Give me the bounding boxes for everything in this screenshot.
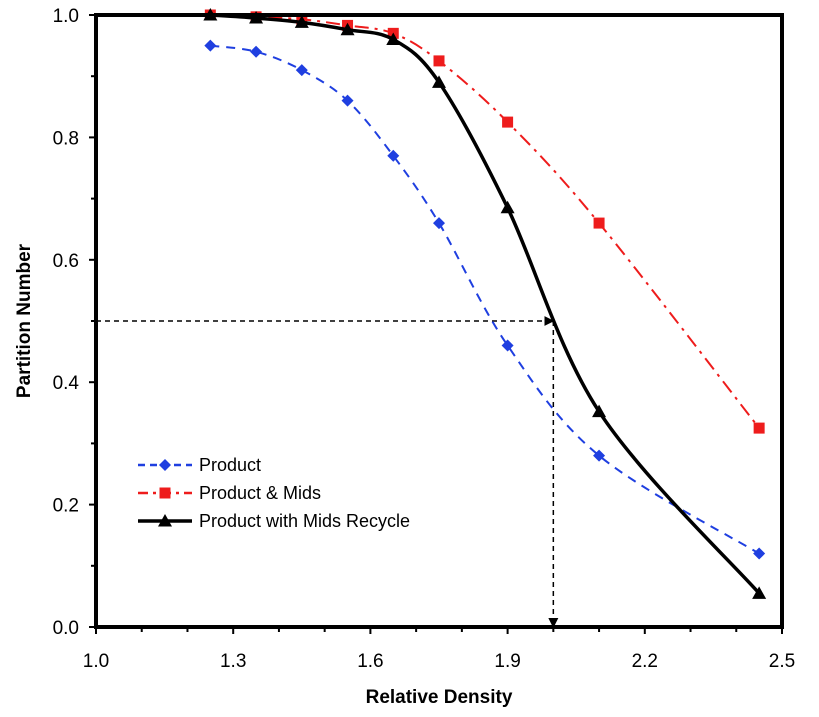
- y-tick-label: 0.2: [53, 496, 79, 517]
- series-line: [210, 44, 760, 555]
- x-tick-label: 2.5: [769, 651, 795, 672]
- data-point: [502, 116, 514, 128]
- data-point: [592, 404, 607, 418]
- y-tick-label: 0.0: [53, 618, 79, 639]
- series-product-mids: [204, 9, 765, 434]
- data-point: [433, 55, 445, 67]
- x-tick-label: 2.2: [632, 651, 658, 672]
- y-tick-label: 0.8: [53, 128, 79, 149]
- y-tick-label: 1.0: [53, 6, 79, 27]
- data-point: [386, 32, 401, 45]
- y-tick-label: 0.6: [53, 251, 79, 272]
- data-point: [250, 45, 263, 58]
- legend-item: Product with Mids Recycle: [138, 511, 410, 531]
- x-tick-label: 1.0: [83, 651, 109, 672]
- series-product: [204, 39, 766, 560]
- series-line: [210, 14, 760, 429]
- data-point: [432, 75, 446, 88]
- data-point: [433, 217, 445, 230]
- y-tick-label: 0.4: [53, 373, 80, 394]
- legend-label: Product & Mids: [199, 483, 321, 503]
- data-point: [593, 449, 606, 462]
- data-point: [295, 64, 308, 77]
- data-point: [752, 586, 767, 599]
- data-point: [387, 149, 400, 162]
- legend-item: Product: [138, 455, 261, 475]
- legend: Product Product & Mids Product with Mids R…: [138, 455, 410, 531]
- legend-marker: [159, 459, 171, 471]
- data-point: [249, 11, 264, 24]
- data-point: [501, 339, 514, 352]
- annotation-layer: [96, 316, 559, 628]
- legend-label: Product with Mids Recycle: [199, 511, 410, 531]
- data-point: [341, 94, 354, 107]
- x-tick-label: 1.9: [494, 651, 520, 672]
- legend-item: Product & Mids: [138, 483, 321, 503]
- legend-marker: [159, 487, 171, 499]
- data-point: [753, 422, 765, 434]
- data-point: [753, 547, 766, 560]
- legend-label: Product: [199, 455, 261, 475]
- y-axis-title: Partition Number: [14, 243, 35, 398]
- data-point: [294, 15, 309, 28]
- data-point: [593, 217, 605, 229]
- x-tick-label: 1.3: [220, 651, 246, 672]
- data-point: [204, 39, 217, 52]
- x-axis-title: Relative Density: [366, 687, 513, 708]
- data-point: [500, 200, 515, 214]
- x-tick-label: 1.6: [357, 651, 383, 672]
- series-product-with-mids-recycle: [203, 8, 767, 599]
- axes: 1.0 1.3 1.6 1.9 2.2 2.5 0.0 0.2 0.4 0.6 0.8 1.0: [53, 6, 796, 672]
- legend-marker: [158, 514, 172, 527]
- data-point: [340, 22, 355, 36]
- series-line: [210, 13, 761, 595]
